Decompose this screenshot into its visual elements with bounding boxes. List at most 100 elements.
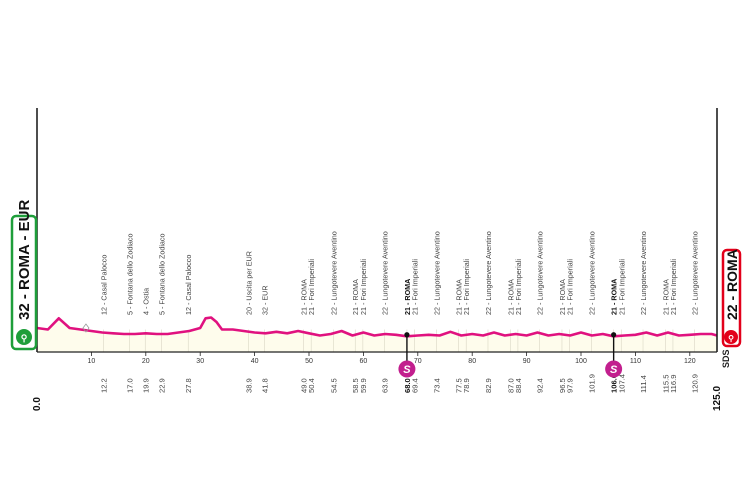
x-tick-label: 60	[360, 358, 368, 365]
waypoint-name: 4 - Ostia	[141, 288, 150, 315]
waypoint-name: 12 - Casal Palocco	[184, 255, 193, 315]
waypoint-km: 97.9	[566, 378, 575, 393]
waypoint-name: 21 - ROMA	[300, 279, 309, 315]
waypoint-name: 21 - Fori Imperiali	[359, 259, 368, 315]
waypoint-name: 21 - Fori Imperiali	[514, 259, 523, 315]
waypoint-name: 21 - Fori Imperiali	[307, 259, 316, 315]
waypoint-labels: 12 - Casal Palocco 12.2 5 - Fontana dello …	[99, 231, 699, 393]
waypoint-name: 22 - Lungotevere Aventino	[432, 231, 441, 315]
waypoint-name: 21 - ROMA	[403, 279, 412, 315]
waypoint-km: 12.2	[99, 378, 108, 393]
waypoint-name: 22 - Lungotevere Aventino	[329, 231, 338, 315]
profile-line	[36, 316, 718, 338]
waypoint-name: 22 - Lungotevere Aventino	[381, 231, 390, 315]
sprint-badge-label: S	[403, 364, 411, 376]
waypoint-km: 73.4	[432, 378, 441, 393]
waypoint-name: 21 - Fori Imperiali	[669, 259, 678, 315]
waypoint-km: 88.4	[514, 378, 523, 393]
waypoint-name: 21 - ROMA	[610, 279, 619, 315]
waypoint-km: 107.4	[617, 374, 626, 393]
sprint-badge-label: S	[610, 364, 618, 376]
waypoint-km: 59.9	[359, 378, 368, 393]
profile-area-layer	[37, 317, 717, 352]
waypoint-name: 21 - Fori Imperiali	[566, 259, 575, 315]
brand-mark-logo: SDS	[721, 349, 731, 368]
waypoint-name: 21 - Fori Imperiali	[462, 259, 471, 315]
x-tick-label: 70	[414, 358, 422, 365]
waypoint-km: 96.5	[558, 378, 567, 393]
waypoint-km: 49.0	[300, 378, 309, 393]
waypoint-name: 20 - Uscita per EUR	[245, 251, 254, 315]
sprint-point	[404, 332, 410, 338]
finish-badge: 22 - ROMA ⚲	[721, 248, 742, 348]
waypoint-name: 22 - Lungotevere Aventino	[587, 231, 596, 315]
finish-badge-label: 22 - ROMA	[724, 249, 740, 320]
waypoint-name: 32 - EUR	[260, 285, 269, 315]
x-tick-label: 20	[142, 358, 150, 365]
x-tick-label: 40	[251, 358, 259, 365]
x-tick-label: 30	[196, 358, 204, 365]
waypoint-km: 58.5	[351, 378, 360, 393]
x-tick-label: 120	[684, 358, 696, 365]
waypoint-name: 21 - ROMA	[661, 279, 670, 315]
waypoint-name: 5 - Fontana dello Zodiaco	[125, 233, 134, 315]
waypoint-km: 17.0	[125, 378, 134, 393]
waypoint-name: 22 - Lungotevere Aventino	[484, 231, 493, 315]
start-badge-label: 32 - ROMA - EUR	[16, 200, 33, 320]
waypoint-km: 50.4	[307, 378, 316, 393]
waypoint-km: 101.9	[587, 374, 596, 393]
finish-badge-frame	[721, 248, 742, 348]
finish-flag-icon	[724, 330, 738, 344]
waypoint-name: 21 - ROMA	[351, 279, 360, 315]
waypoint-km: 69.4	[411, 378, 420, 393]
tick-labels: 10 20 30 40 50 60 70 80 90 100 110 120 0.0 125.0	[32, 352, 723, 411]
x-tick-label: 100	[575, 358, 587, 365]
waypoint-km: 115.5	[661, 375, 670, 393]
sprint-point	[611, 332, 617, 338]
start-flag-icon	[16, 329, 32, 345]
x-tick-label: 110	[630, 358, 641, 365]
feed-zone-icon	[82, 323, 90, 333]
waypoint-km: 87.0	[506, 378, 515, 393]
waypoint-km: 106.0	[610, 374, 619, 393]
x-tick-label: 80	[468, 358, 476, 365]
waypoint-km: 77.5	[455, 378, 464, 393]
sprint-badge-icon	[605, 360, 623, 378]
waypoint-name: 22 - Lungotevere Aventino	[536, 231, 545, 315]
sprint-badge-icon	[398, 360, 416, 378]
waypoint-name: 22 - Lungotevere Aventino	[639, 231, 648, 315]
waypoint-km: 41.8	[260, 378, 269, 393]
profile-area	[37, 317, 717, 352]
waypoint-name: 22 - Lungotevere Aventino	[691, 231, 700, 315]
x-tick-label: 10	[88, 358, 96, 365]
waypoint-km: 116.9	[669, 375, 678, 393]
waypoint-km: 27.8	[184, 378, 193, 393]
waypoint-name: 21 - Fori Imperiali	[617, 259, 626, 315]
waypoint-km: 92.4	[536, 378, 545, 393]
x-tick-label: 50	[305, 358, 313, 365]
start-badge: 32 - ROMA - EUR ⚲	[10, 200, 38, 351]
waypoint-km: 82.9	[484, 378, 493, 393]
x-tick-label: 90	[523, 358, 531, 365]
endpoint-km-label: 0.0	[32, 397, 43, 411]
waypoint-name: 21 - Fori Imperiali	[411, 259, 420, 315]
waypoint-km: 54.5	[329, 378, 338, 393]
waypoint-km: 78.9	[462, 378, 471, 393]
waypoint-km: 68.0	[403, 378, 412, 393]
waypoint-name: 21 - ROMA	[506, 279, 515, 315]
finish-bike-icon: ⚲	[728, 334, 734, 343]
waypoint-km: 120.9	[691, 374, 700, 393]
waypoint-name: 21 - ROMA	[455, 279, 464, 315]
start-badge-frame	[10, 214, 38, 351]
waypoint-km: 38.9	[245, 378, 254, 393]
km-gridlines	[103, 329, 695, 352]
profile-line-layer	[36, 316, 718, 338]
endpoint-km-label: 125.0	[712, 386, 723, 411]
waypoint-name: 5 - Fontana dello Zodiaco	[158, 233, 167, 315]
waypoint-name: 21 - ROMA	[558, 279, 567, 315]
start-bike-icon: ⚲	[21, 333, 28, 343]
waypoint-name: 12 - Casal Palocco	[99, 255, 108, 315]
